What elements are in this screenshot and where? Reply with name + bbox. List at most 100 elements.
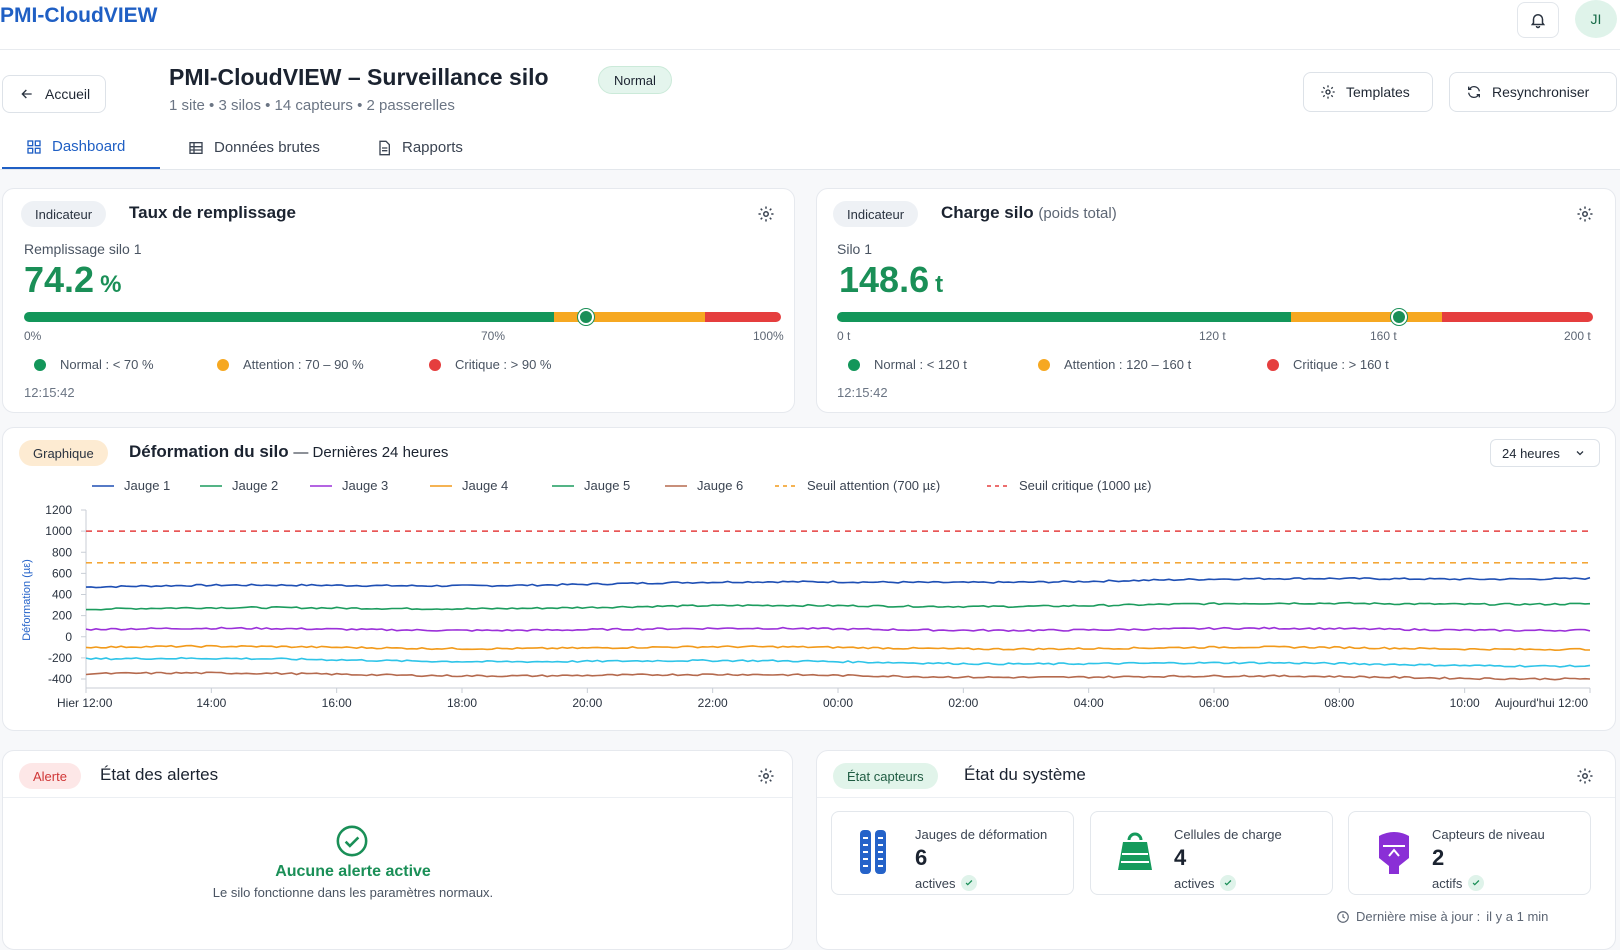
- check-icon: [1468, 875, 1485, 891]
- orange-dot-icon: [1038, 358, 1050, 371]
- arrow-left-icon: [21, 89, 32, 99]
- settings-gear-icon[interactable]: [1576, 767, 1594, 785]
- card-title: État des alertes: [100, 765, 219, 784]
- page-subtitle: 1 site • 3 silos • 14 capteurs • 2 passe…: [169, 97, 455, 114]
- legend-critical: Critique : > 160 t: [1267, 357, 1389, 372]
- settings-gear-icon[interactable]: [757, 205, 775, 223]
- gauge-tick: 0%: [24, 329, 42, 343]
- card-title: Déformation du silo — Dernières 24 heure…: [129, 442, 448, 462]
- legend-label: Critique : > 160 t: [1293, 357, 1389, 372]
- metric-number: 148.6: [839, 259, 930, 300]
- last-update-label: Dernière mise à jour :: [1356, 909, 1481, 924]
- templates-label: Templates: [1346, 84, 1410, 100]
- last-update: Dernière mise à jour : il y a 1 min: [1336, 909, 1548, 924]
- bell-icon: [1530, 14, 1546, 29]
- strain-gauges-box[interactable]: Jauges de déformation 6 actives: [831, 811, 1074, 895]
- card-title: Charge silo (poids total): [941, 203, 1117, 223]
- alert-pill: Alerte: [19, 763, 81, 789]
- table-icon: [189, 141, 203, 154]
- tab-reports[interactable]: Rapports: [352, 126, 487, 169]
- metric-label: Silo 1: [837, 241, 873, 257]
- brand-logo[interactable]: PMI-CloudVIEW: [0, 4, 158, 27]
- check-icon: [1220, 875, 1237, 891]
- load-cells-box[interactable]: Cellules de charge 4 actives: [1090, 811, 1333, 895]
- gauge-tick: 0 t: [837, 329, 851, 343]
- legend-label: Attention : 120 – 160 t: [1064, 357, 1192, 372]
- alerts-card: Alerte État des alertes Aucune alerte ac…: [2, 750, 793, 950]
- load-cell-icon: [1118, 832, 1152, 870]
- red-dot-icon: [1267, 358, 1279, 371]
- strain-gauge-icon: [860, 830, 886, 874]
- legend-label: Normal : < 70 %: [60, 357, 154, 372]
- back-button[interactable]: Accueil: [2, 75, 106, 113]
- tab-label: Données brutes: [214, 139, 320, 156]
- green-dot-icon: [34, 358, 46, 371]
- gauge-marker: [1390, 309, 1407, 325]
- resync-label: Resynchroniser: [1492, 84, 1590, 100]
- status-badge: Normal: [598, 66, 672, 94]
- gauge-attention-segment: [1290, 312, 1442, 322]
- gauge-tick: 120 t: [1199, 329, 1226, 343]
- no-alert-subtitle: Le silo fonctionne dans les paramètres n…: [212, 885, 494, 900]
- card-title-sub: — Dernières 24 heures: [293, 444, 449, 461]
- refresh-icon: [1468, 85, 1480, 99]
- templates-button[interactable]: Templates: [1303, 72, 1433, 112]
- sensor-status-pill: État capteurs: [833, 763, 938, 789]
- chart-pill: Graphique: [19, 440, 108, 466]
- no-alert-title: Aucune alerte active: [275, 863, 431, 880]
- fill-gauge-bar: [24, 312, 781, 322]
- silo-load-card: Indicateur Charge silo (poids total) Sil…: [816, 188, 1616, 413]
- divider: [817, 797, 1615, 798]
- metric-unit: t: [935, 271, 944, 298]
- top-bar: PMI-CloudVIEW JI: [0, 0, 1620, 50]
- card-title-main: Charge silo: [941, 203, 1034, 222]
- box-label: Cellules de charge: [1174, 827, 1282, 842]
- tab-dashboard[interactable]: Dashboard: [2, 126, 160, 169]
- notifications-button[interactable]: [1517, 2, 1559, 38]
- legend-critical: Critique : > 90 %: [429, 357, 551, 372]
- settings-gear-icon[interactable]: [757, 767, 775, 785]
- document-icon: [379, 140, 390, 155]
- fill-rate-card: Indicateur Taux de remplissage Remplissa…: [2, 188, 795, 413]
- divider: [3, 797, 792, 798]
- select-value: 24 heures: [1502, 445, 1560, 461]
- box-status-label: actives: [915, 875, 956, 891]
- avatar[interactable]: JI: [1575, 0, 1617, 38]
- metric-unit: %: [100, 271, 122, 298]
- gear-icon: [1321, 85, 1335, 99]
- last-reading-time: 12:15:42: [24, 385, 75, 400]
- tab-label: Rapports: [402, 139, 463, 156]
- resync-button[interactable]: Resynchroniser: [1449, 72, 1617, 112]
- box-count: 6: [915, 845, 928, 870]
- check-icon: [961, 875, 978, 891]
- box-status: actifs: [1432, 875, 1485, 891]
- metric-number: 74.2: [24, 259, 95, 300]
- green-dot-icon: [848, 358, 860, 371]
- gauge-critical-segment: [1441, 312, 1593, 322]
- check-circle-icon: [336, 825, 368, 857]
- orange-dot-icon: [217, 358, 229, 371]
- box-status-label: actives: [1174, 875, 1215, 891]
- deformation-chart-card: Graphique Déformation du silo — Dernière…: [2, 427, 1616, 731]
- tab-label: Dashboard: [52, 138, 126, 155]
- gauge-tick: 200 t: [1564, 329, 1591, 343]
- legend-attention: Attention : 120 – 160 t: [1038, 357, 1191, 372]
- box-count: 4: [1174, 845, 1187, 870]
- tab-raw-data[interactable]: Données brutes: [164, 126, 344, 169]
- gauge-normal-segment: [837, 312, 1291, 322]
- grid-icon: [27, 139, 41, 154]
- box-label: Capteurs de niveau: [1432, 827, 1545, 842]
- legend-label: Normal : < 120 t: [874, 357, 967, 372]
- tab-bar: Dashboard Données brutes Rapports: [0, 126, 1620, 170]
- load-gauge-bar: [837, 312, 1593, 322]
- gauge-tick: 160 t: [1370, 329, 1397, 343]
- metric-label: Remplissage silo 1: [24, 241, 142, 257]
- time-range-select[interactable]: 24 heures: [1490, 439, 1600, 467]
- box-status: actives: [1174, 875, 1237, 891]
- legend-label: Critique : > 90 %: [455, 357, 552, 372]
- level-sensors-box[interactable]: Capteurs de niveau 2 actifs: [1348, 811, 1591, 895]
- indicator-pill: Indicateur: [21, 201, 107, 227]
- box-status: actives: [915, 875, 978, 891]
- page-title: PMI-CloudVIEW – Surveillance silo: [169, 64, 549, 90]
- settings-gear-icon[interactable]: [1576, 205, 1594, 223]
